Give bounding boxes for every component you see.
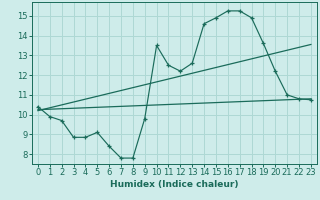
- X-axis label: Humidex (Indice chaleur): Humidex (Indice chaleur): [110, 180, 239, 189]
